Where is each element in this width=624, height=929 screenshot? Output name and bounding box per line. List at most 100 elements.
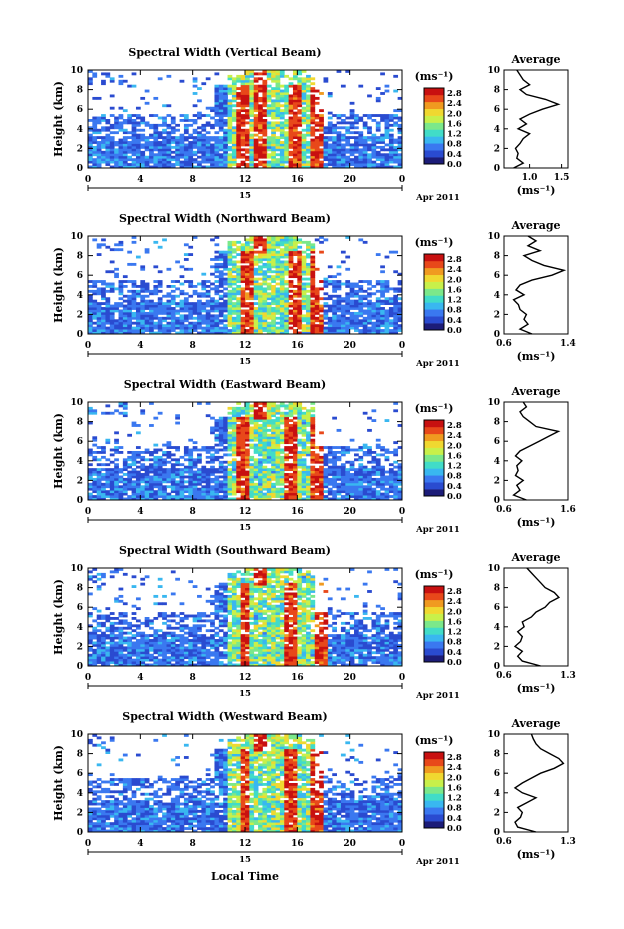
heatmap-cell: [236, 96, 242, 100]
heatmap-cell: [223, 480, 228, 484]
heatmap-cell: [122, 275, 128, 279]
heatmap-cell: [92, 497, 98, 501]
heatmap-cell: [301, 304, 307, 308]
heatmap-cell: [236, 289, 242, 293]
heatmap-cell: [279, 131, 285, 135]
heatmap-cell: [262, 240, 268, 244]
heatmap-cell: [197, 326, 202, 330]
heatmap-cell: [205, 448, 211, 452]
heatmap-cell: [279, 402, 285, 405]
heatmap-cell: [306, 141, 311, 144]
heatmap-cell: [271, 138, 276, 142]
heatmap-cell: [218, 165, 224, 169]
heatmap-cell: [301, 426, 307, 430]
heatmap-cell: [240, 431, 246, 435]
heatmap-cell: [192, 475, 198, 479]
heatmap-cell: [310, 89, 316, 93]
heatmap-cell: [249, 104, 255, 108]
heatmap-cell: [367, 114, 372, 117]
heatmap-cell: [297, 406, 303, 410]
heatmap-cell: [88, 133, 93, 137]
heatmap-cell: [218, 329, 224, 332]
heatmap-cell: [275, 272, 281, 276]
heatmap-cell: [144, 299, 150, 303]
heatmap-cell: [118, 402, 124, 405]
heatmap-cell: [310, 267, 316, 271]
heatmap-cell: [319, 455, 324, 459]
heatmap-cell: [188, 492, 194, 496]
heatmap-cell: [192, 77, 198, 81]
heatmap-cell: [253, 448, 259, 452]
heatmap-cell: [340, 260, 346, 264]
heatmap-cell: [144, 145, 150, 149]
heatmap-cell: [157, 490, 163, 494]
heatmap-cell: [288, 441, 294, 445]
heatmap-cell: [201, 492, 207, 496]
heatmap-cell: [384, 321, 390, 325]
heatmap-cell: [275, 258, 281, 261]
heatmap-cell: [340, 136, 346, 139]
heatmap-cell: [170, 453, 176, 457]
heatmap-cell: [288, 136, 294, 139]
heatmap-cell: [354, 468, 359, 471]
heatmap-cell: [227, 324, 233, 328]
heatmap-cell: [288, 419, 294, 422]
heatmap-cell: [157, 460, 163, 464]
heatmap-cell: [153, 473, 159, 476]
heatmap-cell: [201, 468, 207, 471]
heatmap-cell: [253, 87, 259, 90]
heatmap-cell: [310, 324, 316, 328]
heatmap-cell: [245, 416, 250, 420]
heatmap-cell: [183, 138, 189, 142]
heatmap-cell: [345, 487, 351, 491]
heatmap-cell: [114, 458, 119, 462]
heatmap-cell: [214, 477, 220, 481]
heatmap-cell: [96, 145, 102, 149]
heatmap-cell: [210, 416, 215, 420]
heatmap-cell: [109, 482, 115, 486]
panel-title: Spectral Width (Northward Beam): [119, 212, 331, 225]
heatmap-cell: [249, 416, 255, 420]
heatmap-cell: [319, 109, 324, 113]
heatmap-cell: [253, 482, 259, 486]
heatmap-cell: [340, 473, 346, 476]
heatmap-cell: [310, 497, 316, 501]
heatmap-cell: [96, 316, 102, 320]
heatmap-cell: [336, 468, 342, 471]
heatmap-cell: [275, 121, 281, 125]
heatmap-cell: [122, 128, 128, 132]
heatmap-cell: [240, 441, 246, 445]
heatmap-cell: [327, 329, 333, 332]
heatmap-cell: [96, 451, 102, 454]
heatmap-cell: [301, 460, 307, 464]
heatmap-cell: [218, 121, 224, 125]
heatmap-cell: [240, 116, 246, 120]
heatmap-cell: [227, 492, 233, 496]
heatmap-cell: [258, 109, 263, 113]
heatmap-cell: [288, 109, 294, 113]
heatmap-cell: [197, 155, 202, 159]
heatmap-cell: [205, 480, 211, 484]
heatmap-cell: [240, 492, 246, 496]
heatmap-cell: [114, 448, 119, 452]
heatmap-cell: [96, 153, 102, 157]
heatmap-cell: [231, 436, 237, 440]
heatmap-cell: [231, 126, 237, 130]
heatmap-cell: [258, 253, 263, 256]
heatmap-cell: [279, 473, 285, 476]
heatmap-cell: [367, 136, 372, 139]
heatmap-cell: [327, 490, 333, 494]
heatmap-cell: [231, 262, 237, 266]
heatmap-cell: [297, 258, 303, 261]
heatmap-cell: [170, 309, 176, 313]
heatmap-cell: [170, 297, 176, 301]
heatmap-cell: [301, 490, 307, 494]
heatmap-cell: [314, 460, 320, 464]
y-axis-label: Height (km): [52, 247, 65, 323]
heatmap-cell: [231, 109, 237, 113]
heatmap-cell: [266, 277, 272, 281]
heatmap-cell: [114, 272, 119, 276]
heatmap-cell: [271, 463, 276, 467]
heatmap-cell: [301, 424, 307, 427]
heatmap-cell: [157, 160, 163, 164]
